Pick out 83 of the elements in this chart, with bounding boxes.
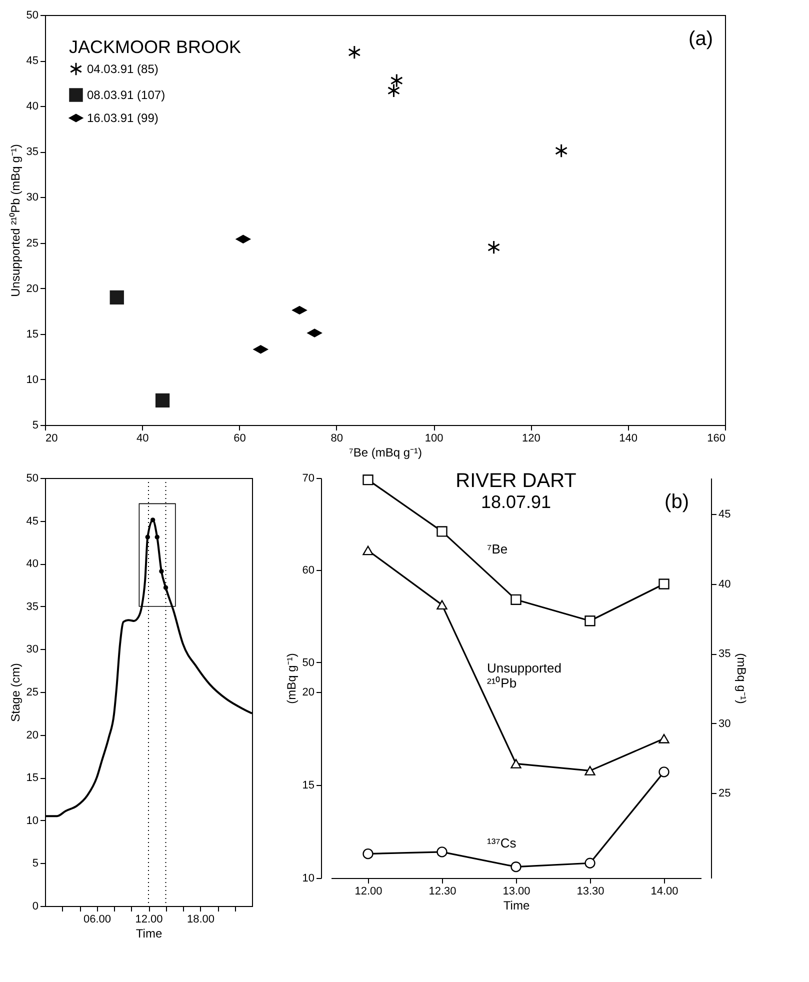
point [584,766,596,776]
y-tick-label: 20 [26,282,38,295]
legend-label: 08.03.91 (107) [87,88,166,102]
x-tick-label: 20 [46,432,58,444]
y-tick-label: 30 [26,192,38,204]
x-tick-label: 40 [136,432,149,444]
x-tick-label: 80 [330,432,344,444]
y-tick-label: 0 [32,900,38,912]
y-tick-label: 50 [26,10,38,22]
y-tick-label: 40 [26,558,38,570]
point [584,858,596,868]
x-tick-label: 140 [619,432,638,444]
x-tick-label: 160 [707,432,726,444]
y-tick-label: 5 [32,858,38,870]
y-tick-label: 60 [302,564,314,577]
point [362,848,374,860]
point [163,585,168,590]
x-tick-label: 12.00 [135,914,163,926]
y-tick-label: 30 [26,644,38,656]
point [362,474,374,486]
y-tick-label: 15 [26,328,38,340]
x-axis-title: Time [136,926,162,940]
y-tick-label: 45 [26,55,38,68]
series-label: Unsupported ²¹⁰Pb [487,660,562,690]
y-tick-label: 35 [26,146,38,158]
series-label: ⁷Be [487,542,508,557]
point [145,534,150,540]
annotation: (a) [688,28,713,50]
legend-label: 04.03.91 (85) [87,62,158,76]
y-axis-title: Stage (cm) [8,663,22,722]
x-tick-label: 12.30 [428,886,456,898]
y2-tick-label: 30 [718,718,731,730]
point [658,766,670,778]
y-tick-label: 15 [26,772,38,784]
x-tick-label: 100 [424,432,444,444]
x-tick-label: 60 [234,432,246,444]
point [436,600,448,610]
y-tick-label: 20 [26,729,38,742]
y-axis-title: Unsupported ²¹⁰Pb (mBq g⁻¹) [8,144,22,297]
y-axis-title: (mBq g⁻¹) [284,653,298,704]
legend-label: 16.03.91 (99) [87,111,158,125]
x-axis-title: ⁷Be (mBq g⁻¹) [348,446,422,460]
x-axis-title: Time [503,898,530,912]
y2-tick-label: 35 [718,648,731,660]
series-label: ¹³⁷Cs [487,835,517,850]
y-tick-label: 50 [302,656,314,669]
point [510,594,522,606]
point [362,546,374,556]
y-tick-label: 5 [32,420,38,432]
y-tick-label: 25 [26,237,38,250]
point [150,518,156,522]
annotation: (b) [664,491,689,513]
x-tick-label: 12.00 [354,886,382,898]
point [510,862,522,872]
y-tick-label: 70 [302,472,314,484]
y-tick-label: 35 [26,600,38,613]
text: 18.07.91 [480,492,552,512]
y-tick-label: 45 [26,515,38,528]
point [584,616,596,626]
y2-tick-label: 45 [718,508,731,521]
y-tick-label: 25 [26,686,38,698]
y-tick-label: 40 [26,100,38,113]
x-tick-label: 06.00 [83,914,112,926]
point [159,568,164,574]
point [658,734,670,744]
x-tick-label: 13.00 [502,886,530,898]
y-tick-label: 10 [26,814,38,827]
x-tick-label: 13.30 [576,886,604,898]
y-tick-label: 10 [26,374,38,386]
x-tick-label: 120 [522,432,540,444]
y2-tick-label: 40 [718,578,731,590]
point [436,526,448,537]
y2-tick-label: 25 [718,787,731,800]
x-tick-label: 14.00 [650,886,678,898]
point [154,534,160,540]
y2-axis-title: (mBq g⁻¹) [734,653,749,704]
x-tick-label: 18.00 [186,914,215,926]
chart-title: RIVER DART [456,470,576,492]
legend-title: JACKMOOR BROOK [69,37,242,57]
point [510,759,522,768]
y-tick-label: 50 [26,472,38,484]
point [658,578,670,590]
point [436,846,448,858]
